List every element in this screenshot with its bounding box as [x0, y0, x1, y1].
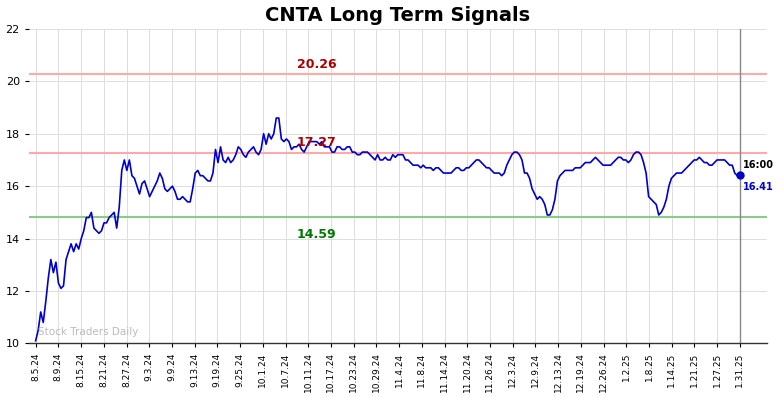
- Text: 14.59: 14.59: [297, 228, 336, 240]
- Text: 17.27: 17.27: [297, 136, 336, 149]
- Text: Stock Traders Daily: Stock Traders Daily: [38, 327, 138, 337]
- Title: CNTA Long Term Signals: CNTA Long Term Signals: [266, 6, 531, 25]
- Text: 20.26: 20.26: [297, 58, 336, 71]
- Text: 16:00: 16:00: [743, 160, 775, 170]
- Text: 16.41: 16.41: [743, 182, 774, 192]
- Point: [734, 172, 746, 179]
